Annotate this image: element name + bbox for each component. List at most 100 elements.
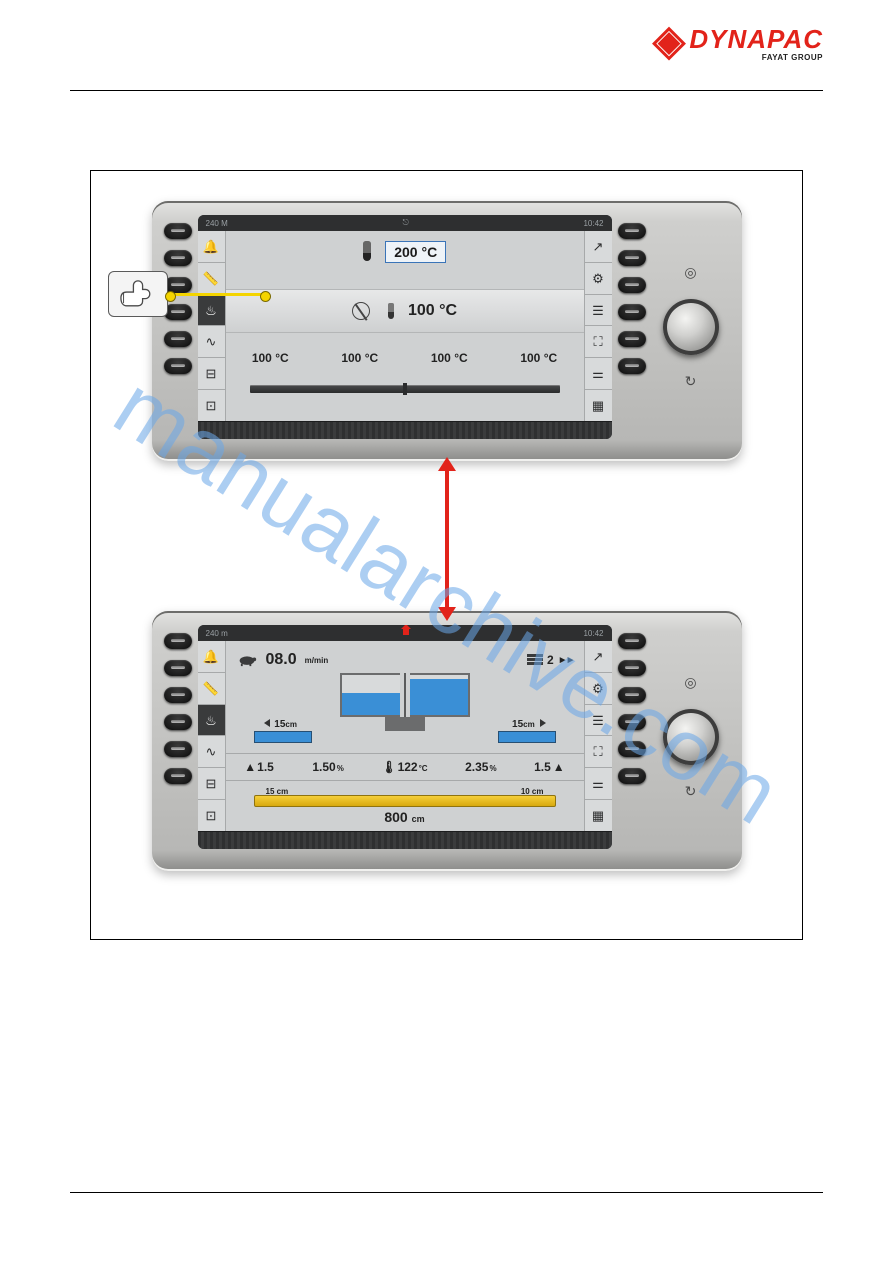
- softkey-survey[interactable]: ⛶: [585, 736, 612, 768]
- softkey-aux1[interactable]: ⊟: [198, 768, 225, 800]
- screen-body: 🔔 📏 ♨ ∿ ⊟ ⊡ 08.0: [198, 641, 612, 831]
- gears-icon: ⚙: [592, 682, 604, 695]
- softkey-escape[interactable]: ↗: [585, 641, 612, 673]
- arrow-up-right-icon: ↗: [593, 650, 604, 663]
- rotary-knob[interactable]: [663, 299, 719, 355]
- hw-button[interactable]: [164, 358, 192, 374]
- figure-frame: manualarchive.com 240 M: [90, 170, 803, 940]
- softkey-apps[interactable]: ▦: [585, 390, 612, 421]
- softkey-heat[interactable]: ♨: [198, 295, 225, 327]
- knob-panel: ◎ ↻: [652, 625, 730, 849]
- refresh-icon: ↻: [685, 783, 697, 800]
- layers-icon: ☰: [592, 304, 604, 317]
- header-rule: [70, 90, 823, 91]
- hw-buttons-right: [618, 625, 646, 849]
- softkey-escape[interactable]: ↗: [585, 231, 612, 263]
- ruler-icon: 📏: [203, 272, 219, 285]
- footer-rule: [70, 1192, 823, 1193]
- screen-body: 🔔 📏 ♨ ∿ ⊟ ⊡ 200 °C: [198, 231, 612, 421]
- hw-buttons-right: [618, 215, 646, 439]
- layer-chip-value: 2: [547, 653, 554, 667]
- setpoint-row: 200 °C: [226, 241, 584, 281]
- hw-button[interactable]: [618, 358, 646, 374]
- zone-temp: 100 °C: [252, 351, 289, 365]
- callout-connector: [170, 293, 266, 296]
- average-icon: [352, 302, 370, 320]
- softkey-aux1[interactable]: ⊟: [198, 358, 225, 390]
- tripod-icon: ⛶: [593, 745, 602, 758]
- hw-button[interactable]: [164, 331, 192, 347]
- softkey-bell[interactable]: 🔔: [198, 231, 225, 263]
- softkey-sliders[interactable]: ⚌: [585, 768, 612, 800]
- aux2-icon: ⊡: [206, 399, 217, 412]
- hw-button[interactable]: [164, 250, 192, 266]
- softkey-survey[interactable]: ⛶: [585, 326, 612, 358]
- hw-button[interactable]: [164, 660, 192, 676]
- metric-5: 1.5▲: [534, 760, 565, 774]
- setpoint-unit: °C: [421, 244, 437, 260]
- softkeys-right: ↗ ⚙ ☰ ⛶ ⚌ ▦: [584, 231, 612, 421]
- hopper-bin-left: [340, 673, 400, 717]
- softkeys-left: 🔔 📏 ♨ ∿ ⊟ ⊡: [198, 641, 226, 831]
- zones-row: 100 °C 100 °C 100 °C 100 °C: [226, 341, 584, 411]
- softkey-apps[interactable]: ▦: [585, 800, 612, 831]
- softkey-heat[interactable]: ♨: [198, 705, 225, 737]
- bell-icon: 🔔: [203, 650, 219, 663]
- hw-button[interactable]: [164, 768, 192, 784]
- hw-button[interactable]: [164, 687, 192, 703]
- hw-button[interactable]: [618, 633, 646, 649]
- screed-bar-icon: [250, 385, 560, 393]
- hw-button[interactable]: [164, 741, 192, 757]
- thermometer-icon: [363, 241, 371, 261]
- hw-button[interactable]: [164, 633, 192, 649]
- brand-logo: DYNAPAC FAYAT GROUP: [655, 28, 823, 62]
- softkey-sliders[interactable]: ⚌: [585, 358, 612, 390]
- hw-button[interactable]: [618, 714, 646, 730]
- hw-button[interactable]: [618, 277, 646, 293]
- grid-icon: ▦: [592, 809, 604, 822]
- softkey-ruler[interactable]: 📏: [198, 673, 225, 705]
- fast-forward-icon: ►►: [558, 655, 574, 666]
- hw-button[interactable]: [618, 223, 646, 239]
- hopper-divider: [404, 673, 406, 717]
- hw-button[interactable]: [618, 304, 646, 320]
- rotary-knob[interactable]: [663, 709, 719, 765]
- softkey-settings[interactable]: ⚙: [585, 673, 612, 705]
- statusbar: 240 M ⎋ 10:42: [198, 215, 612, 231]
- hand-pointer-box: [108, 271, 168, 317]
- hand-pointer-callout: [108, 271, 186, 327]
- hw-button[interactable]: [618, 741, 646, 757]
- hw-button[interactable]: [618, 331, 646, 347]
- red-double-arrow-icon: [445, 469, 449, 609]
- softkey-flow[interactable]: ∿: [198, 326, 225, 358]
- screen-center: 200 °C 100 °C 100 °C: [226, 231, 584, 421]
- softkeys-right: ↗ ⚙ ☰ ⛶ ⚌ ▦: [584, 641, 612, 831]
- metric-3: 🌡122°C: [381, 760, 427, 774]
- tripod-icon: ⛶: [593, 335, 602, 348]
- softkey-aux2[interactable]: ⊡: [198, 390, 225, 421]
- hw-button[interactable]: [164, 714, 192, 730]
- statusbar-home-icon: [228, 628, 584, 638]
- softkey-layers[interactable]: ☰: [585, 295, 612, 327]
- average-value: 100: [408, 302, 435, 319]
- target-icon: ◎: [684, 264, 696, 281]
- hw-button[interactable]: [164, 223, 192, 239]
- hw-button[interactable]: [618, 768, 646, 784]
- width-total: 800 cm: [226, 809, 584, 825]
- softkey-flow[interactable]: ∿: [198, 736, 225, 768]
- softkey-layers[interactable]: ☰: [585, 705, 612, 737]
- softkey-aux2[interactable]: ⊡: [198, 800, 225, 831]
- top-info-row: 08.0 m/min 2 ►►: [226, 647, 584, 673]
- layer-chip: 2 ►►: [527, 653, 573, 667]
- layers-icon: ☰: [592, 714, 604, 727]
- setpoint-box[interactable]: 200 °C: [385, 241, 446, 263]
- softkey-ruler[interactable]: 📏: [198, 263, 225, 295]
- sliders-icon: ⚌: [592, 777, 604, 790]
- width-total-unit: cm: [412, 814, 425, 824]
- flow-icon: ∿: [206, 335, 217, 348]
- softkey-bell[interactable]: 🔔: [198, 641, 225, 673]
- hw-button[interactable]: [618, 250, 646, 266]
- hw-button[interactable]: [618, 660, 646, 676]
- softkey-settings[interactable]: ⚙: [585, 263, 612, 295]
- hw-button[interactable]: [618, 687, 646, 703]
